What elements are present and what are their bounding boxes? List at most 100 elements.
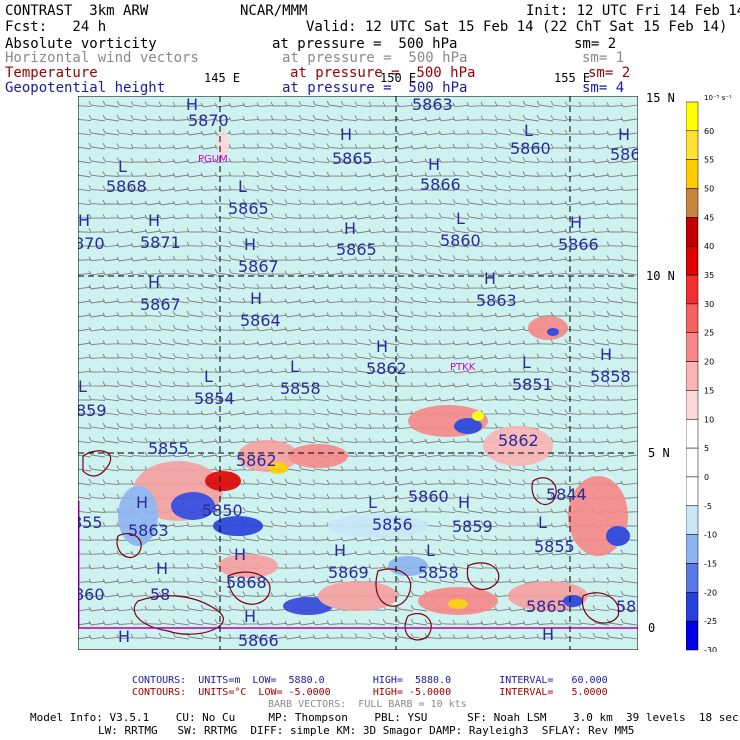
colorbar-cell xyxy=(685,419,699,449)
field-vorticity-pressure: at pressure = 500 hPa xyxy=(272,36,458,52)
height-value: 5855 xyxy=(148,439,189,458)
height-value: 5863 xyxy=(128,521,169,540)
colorbar-cell xyxy=(685,217,699,247)
footer-contours-height: CONTOURS: UNITS=m LOW= 5880.0 HIGH= 5880… xyxy=(132,675,608,686)
height-center-type: H xyxy=(542,625,554,644)
height-value: 5844 xyxy=(546,485,587,504)
height-value: 5854 xyxy=(194,389,235,408)
footer-model-info: Model Info: V3.5.1 CU: No Cu MP: Thompso… xyxy=(30,711,739,724)
model-title: CONTRAST 3km ARW xyxy=(5,3,149,19)
map-background xyxy=(78,96,638,650)
height-value: 870 xyxy=(78,234,105,253)
height-value: 5862 xyxy=(498,431,539,450)
height-value: 5863 xyxy=(476,291,517,310)
height-center-type: H xyxy=(344,219,356,238)
height-value: 5865 xyxy=(228,199,269,218)
height-value: 5862 xyxy=(366,359,407,378)
height-value: 5862 xyxy=(236,451,277,470)
colorbar-label: 55 xyxy=(704,156,714,165)
field-wind-name: Horizontal wind vectors xyxy=(5,50,199,66)
height-center-type: H xyxy=(186,96,198,114)
colorbar-cell xyxy=(685,274,699,305)
height-center-type: H xyxy=(428,155,440,174)
station-ptkk: PTKK xyxy=(450,362,476,373)
height-center-type: H xyxy=(148,211,160,230)
height-center-type: H xyxy=(600,345,612,364)
barb-field xyxy=(74,100,638,640)
colorbar-cell xyxy=(685,534,699,564)
colorbar-label: -5 xyxy=(704,502,712,511)
height-value: 5856 xyxy=(372,515,413,534)
vorticity-shading xyxy=(118,130,630,615)
height-value: 5869 xyxy=(328,563,369,582)
colorbar-label: -20 xyxy=(704,588,717,597)
height-center-type: L xyxy=(522,353,531,372)
height-value: 859 xyxy=(78,401,107,420)
lat-label-5n: 5 N xyxy=(648,446,670,460)
height-value: 5868 xyxy=(226,573,267,592)
height-center-type: H xyxy=(78,211,90,230)
colorbar-label: 25 xyxy=(704,329,714,338)
field-temperature-pressure: at pressure = 500 hPa xyxy=(290,65,476,81)
colorbar-label: 5 xyxy=(704,444,709,453)
height-center-type: L xyxy=(78,377,87,396)
colorbar-cell xyxy=(685,620,699,651)
colorbar-cell xyxy=(685,332,699,362)
field-vorticity-sm: sm= 2 xyxy=(574,36,617,52)
height-center-type: H xyxy=(118,627,130,646)
org-label: NCAR/MMM xyxy=(240,3,308,19)
height-value: 58 xyxy=(150,585,170,604)
colorbar-cells xyxy=(685,101,699,651)
lon-label-150e: 150 E xyxy=(380,71,417,85)
height-value: 5871 xyxy=(140,233,181,252)
field-height-pressure: at pressure = 500 hPa xyxy=(282,80,468,96)
lat-label-0: 0 xyxy=(648,621,656,635)
field-wind-pressure: at pressure = 500 hPa xyxy=(282,50,468,66)
height-center-type: H xyxy=(136,493,148,512)
height-center-type: H xyxy=(484,269,496,288)
colorbar-cell xyxy=(685,390,699,420)
colorbar-label: 50 xyxy=(704,185,714,194)
colorbar-label: -25 xyxy=(704,617,717,626)
lat-label-15n: 15 N xyxy=(646,91,675,105)
height-center-type: L xyxy=(290,357,299,376)
colorbar-cell xyxy=(685,188,699,218)
height-value: 5863 xyxy=(412,96,453,114)
colorbar-label: 10 xyxy=(704,415,714,424)
colorbar-cell xyxy=(685,101,699,132)
height-value: 5868 xyxy=(106,177,147,196)
height-value: 5860 xyxy=(440,231,481,250)
height-value: 5850 xyxy=(202,501,243,520)
height-value: 5851 xyxy=(512,375,553,394)
height-center-type: L xyxy=(204,367,213,386)
height-center-type: H xyxy=(376,337,388,356)
colorbar-label: 40 xyxy=(704,242,714,251)
colorbar-unit: 10⁻⁵ s⁻¹ xyxy=(704,94,732,102)
lat-lon-grid xyxy=(78,96,638,650)
field-height-name: Geopotential height xyxy=(5,80,166,96)
height-value: 5866 xyxy=(420,175,461,194)
height-value: 860 xyxy=(78,585,105,604)
height-value: 5866 xyxy=(558,235,599,254)
height-center-type: H xyxy=(340,125,352,144)
colorbar-cell xyxy=(685,505,699,535)
height-value: 5859 xyxy=(452,517,493,536)
colorbar-cell xyxy=(685,245,699,276)
height-center-type: H xyxy=(148,273,160,292)
height-value: 5866 xyxy=(238,631,279,650)
height-center-type: H xyxy=(244,235,256,254)
height-value: 5867 xyxy=(140,295,181,314)
height-value: 5870 xyxy=(188,111,229,130)
height-center-type: H xyxy=(234,545,246,564)
height-value: 5858 xyxy=(590,367,631,386)
height-center-type: H xyxy=(250,289,262,308)
height-value: 5865 xyxy=(332,149,373,168)
forecast-map: H 5870 5863 H 5865 L 5860 H 586 L 5868 L 5865 H 5866 H 8… xyxy=(72,95,647,651)
height-value: 5855 xyxy=(534,537,575,556)
height-value: 586 xyxy=(610,145,638,164)
height-value: 5860 xyxy=(408,487,449,506)
field-height-sm: sm= 4 xyxy=(582,80,625,96)
colorbar: 10⁻⁵ s⁻¹ 60 55 50 45 40 35 30 25 20 15 10 5 0 -5 -10 -1… xyxy=(685,92,740,655)
footer-contours-temperature: CONTOURS: UNITS=°C LOW= -5.0000 HIGH= -5… xyxy=(132,687,608,698)
